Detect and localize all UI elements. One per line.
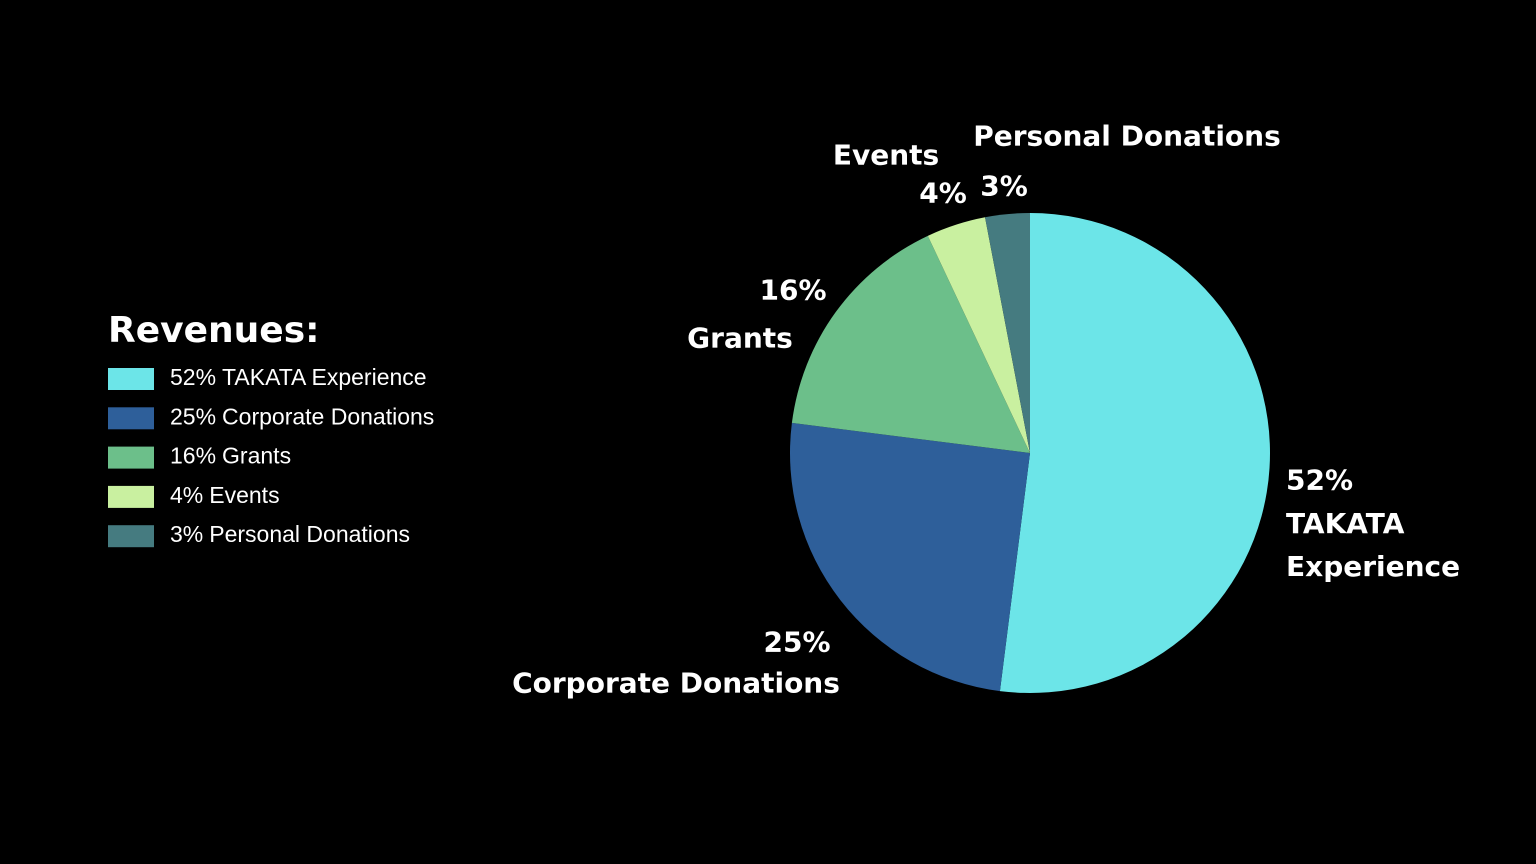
slice-percent: 3% <box>980 169 1028 203</box>
pie-slice <box>791 235 1030 453</box>
legend-percent: 25% <box>170 403 216 429</box>
legend-name: Personal Donations <box>209 521 410 547</box>
legend-name: Corporate Donations <box>222 403 434 429</box>
slice-percent: 4% <box>919 176 967 210</box>
legend-name: Grants <box>222 443 291 469</box>
legend-swatch <box>108 407 154 430</box>
legend-label: 3% Personal Donations <box>170 521 410 547</box>
slice-name: Grants <box>687 321 793 355</box>
legend-swatch <box>108 368 154 390</box>
pie-slice <box>790 422 1030 692</box>
legend-percent: 52% <box>170 364 216 390</box>
legend-label: 4% Events <box>170 482 280 508</box>
pie-slice <box>927 217 1030 453</box>
slice-percent: 25% <box>763 625 831 659</box>
legend-percent: 16% <box>170 443 216 469</box>
legend-name: Events <box>209 482 279 508</box>
legend-swatch <box>108 525 154 548</box>
slice-name: Events <box>832 138 940 172</box>
legend-title: Revenues: <box>108 310 320 351</box>
pie-slice <box>999 213 1270 693</box>
legend-label: 25% Corporate Donations <box>170 403 434 429</box>
slice-name: TAKATA Experience <box>1286 507 1461 583</box>
legend-label: 52% TAKATA Experience <box>170 364 427 390</box>
legend-name: TAKATA Experience <box>222 364 427 390</box>
slice-percent: 16% <box>759 273 827 307</box>
slice-name: Corporate Donations <box>512 666 840 700</box>
legend-percent: 4% <box>170 482 203 508</box>
slice-percent: 52% <box>1286 463 1354 497</box>
legend-label: 16% Grants <box>170 443 291 469</box>
legend-percent: 3% <box>170 521 203 547</box>
legend-swatch <box>108 446 154 469</box>
pie-slice <box>985 213 1030 453</box>
legend-swatch <box>108 485 154 508</box>
slice-name: Personal Donations <box>973 119 1281 153</box>
